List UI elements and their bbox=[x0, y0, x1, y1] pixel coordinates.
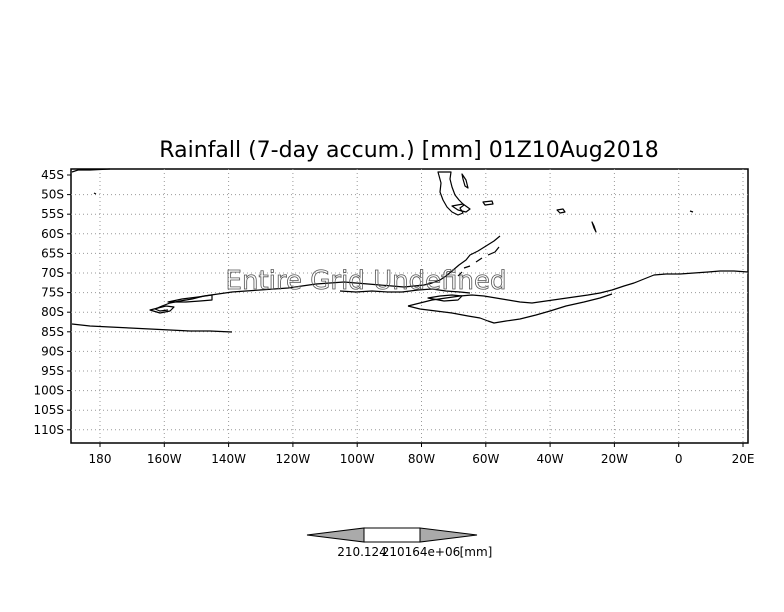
x-tick-label: 20W bbox=[601, 452, 628, 466]
small-island-coast bbox=[591, 221, 597, 233]
x-tick-label: 20E bbox=[732, 452, 755, 466]
marie-byrd-coast bbox=[167, 294, 213, 303]
y-tick-label: 45S bbox=[41, 168, 64, 182]
y-tick-label: 75S bbox=[41, 286, 64, 300]
falklands-coast bbox=[482, 200, 494, 206]
x-tick-label: 180 bbox=[89, 452, 112, 466]
ice-shelf-coast bbox=[407, 293, 613, 324]
small-island-coast-3 bbox=[93, 192, 97, 195]
y-tick-label: 60S bbox=[41, 227, 64, 241]
colorbar-box bbox=[363, 527, 421, 543]
y-tick-label: 95S bbox=[41, 364, 64, 378]
x-tick-label: 80W bbox=[408, 452, 435, 466]
undefined-grid-message: Entire Grid Undefined bbox=[226, 266, 507, 296]
x-tick-label: 160W bbox=[147, 452, 182, 466]
y-tick-label: 105S bbox=[33, 403, 64, 417]
tierra-del-fuego-coast bbox=[451, 203, 471, 213]
y-tick-label: 100S bbox=[33, 384, 64, 398]
y-tick-label: 65S bbox=[41, 246, 64, 260]
island-coast bbox=[461, 173, 469, 189]
x-tick-label: 40W bbox=[537, 452, 564, 466]
bellingshausen-coast bbox=[427, 294, 463, 302]
y-tick-label: 55S bbox=[41, 207, 64, 221]
antarctica-main-coast bbox=[407, 270, 749, 307]
y-tick-label: 85S bbox=[41, 325, 64, 339]
y-tick-label: 70S bbox=[41, 266, 64, 280]
colorbar: 210.124 210164e+06 [mm] bbox=[306, 527, 493, 559]
y-tick-label: 80S bbox=[41, 305, 64, 319]
small-island-coast-2 bbox=[689, 210, 694, 213]
ross-shelf-island bbox=[149, 305, 175, 314]
south-georgia-coast bbox=[556, 208, 566, 214]
colorbar-label-max: 210164e+06 bbox=[382, 545, 461, 559]
antarctic-peninsula-coast bbox=[154, 235, 501, 312]
x-axis-labels: 180 160W 140W 120W 100W 80W 60W 40W 20W 0 20E bbox=[89, 443, 755, 466]
colorbar-unit-label: [mm] bbox=[460, 545, 493, 559]
colorbar-right-triangle bbox=[419, 527, 478, 543]
x-tick-label: 120W bbox=[276, 452, 311, 466]
y-tick-label: 110S bbox=[33, 423, 64, 437]
y-tick-label: 50S bbox=[41, 188, 64, 202]
amundsen-coast bbox=[339, 288, 471, 294]
coastlines bbox=[71, 168, 749, 333]
colorbar-left-triangle bbox=[306, 527, 365, 543]
peninsula-islands-coast bbox=[457, 246, 500, 277]
x-tick-label: 140W bbox=[211, 452, 246, 466]
colorbar-label-min: 210.124 bbox=[337, 545, 387, 559]
map-title: Rainfall (7-day accum.) [mm] 01Z10Aug201… bbox=[159, 138, 658, 163]
x-tick-label: 100W bbox=[340, 452, 375, 466]
ross-sea-coast bbox=[71, 323, 233, 333]
x-tick-label: 0 bbox=[675, 452, 683, 466]
y-tick-label: 90S bbox=[41, 344, 64, 358]
top-left-coast bbox=[71, 168, 111, 173]
x-tick-label: 60W bbox=[472, 452, 499, 466]
y-axis-labels: 45S 50S 55S 60S 65S 70S 75S 80S 85S 90S 95S 100S 105… bbox=[33, 168, 71, 437]
